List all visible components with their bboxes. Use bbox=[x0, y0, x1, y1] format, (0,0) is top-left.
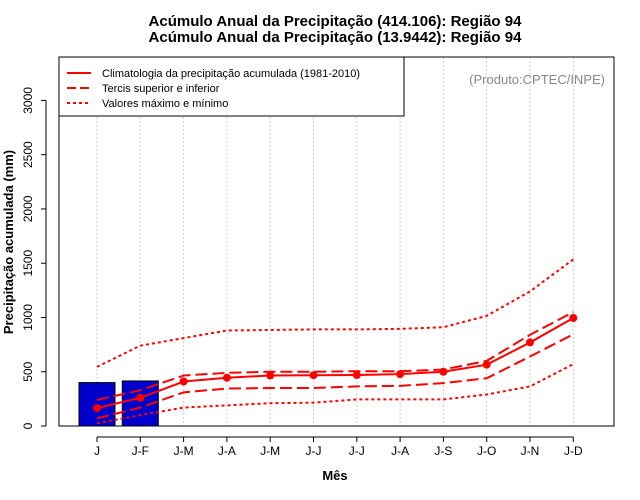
gridlines bbox=[96, 57, 574, 426]
climatology-point bbox=[396, 370, 405, 379]
x-tick-label: J-A bbox=[391, 444, 409, 458]
x-tick-label: J-N bbox=[521, 444, 540, 458]
series-line bbox=[96, 258, 574, 368]
climatology-point bbox=[266, 371, 275, 380]
x-axis-title: Mês bbox=[322, 468, 347, 483]
climatology-point bbox=[526, 338, 534, 347]
y-tick-label: 3000 bbox=[21, 87, 35, 114]
legend-label: Tercis superior e inferior bbox=[102, 83, 220, 95]
series-line bbox=[96, 333, 574, 420]
legend-label: Valores máximo e mínimo bbox=[102, 98, 228, 110]
y-tick-label: 500 bbox=[21, 361, 35, 381]
x-tick-label: J bbox=[94, 444, 100, 458]
x-tick-label: J-S bbox=[434, 444, 452, 458]
observed-bars bbox=[78, 380, 159, 427]
climatology-point bbox=[439, 367, 448, 376]
climatology-point bbox=[352, 370, 361, 379]
climatology-point bbox=[136, 393, 145, 402]
x-tick-label: J-M bbox=[174, 444, 194, 458]
climatology-point bbox=[222, 373, 231, 382]
climatology-point bbox=[482, 360, 491, 369]
climatology-point bbox=[569, 314, 578, 323]
x-tick-label: J-A bbox=[218, 444, 236, 458]
y-axis: 0 500 1000 1500 2000 2500 3000 bbox=[21, 87, 47, 429]
series-markers bbox=[93, 314, 578, 413]
x-tick-label: J-D bbox=[564, 444, 583, 458]
y-tick-label: 2500 bbox=[21, 141, 35, 168]
climatology-point bbox=[179, 377, 188, 386]
y-tick-label: 2000 bbox=[21, 195, 35, 222]
climatology-point bbox=[309, 371, 318, 380]
credit-text: (Produto:CPTEC/INPE) bbox=[469, 72, 605, 87]
chart-title-line2: Acúmulo Anual da Precipitação (13.9442):… bbox=[149, 29, 523, 46]
series-line bbox=[96, 363, 574, 425]
y-tick-label: 0 bbox=[21, 422, 35, 429]
x-tick-label: J-F bbox=[132, 444, 149, 458]
x-tick-label: J-O bbox=[477, 444, 496, 458]
series-lines bbox=[96, 258, 574, 425]
legend-box bbox=[58, 56, 405, 117]
legend-label: Climatologia da precipitação acumulada (… bbox=[102, 68, 360, 80]
legend: Climatologia da precipitação acumulada (… bbox=[58, 56, 405, 117]
y-tick-label: 1000 bbox=[21, 304, 35, 331]
x-tick-label: J-M bbox=[260, 444, 280, 458]
x-tick-label: J-J bbox=[349, 444, 365, 458]
climatology-point bbox=[93, 404, 101, 413]
y-tick-label: 1500 bbox=[21, 250, 35, 277]
x-tick-label: J-J bbox=[306, 444, 322, 458]
y-axis-title: Precipitação acumulada (mm) bbox=[1, 150, 16, 334]
chart-title-line1: Acúmulo Anual da Precipitação (414.106):… bbox=[149, 13, 523, 30]
series-line bbox=[96, 311, 574, 401]
x-axis: J J-F J-M J-A J-M J-J J-J J-A J-S J-O J-N J-D bbox=[94, 436, 583, 458]
series-line bbox=[96, 317, 574, 410]
